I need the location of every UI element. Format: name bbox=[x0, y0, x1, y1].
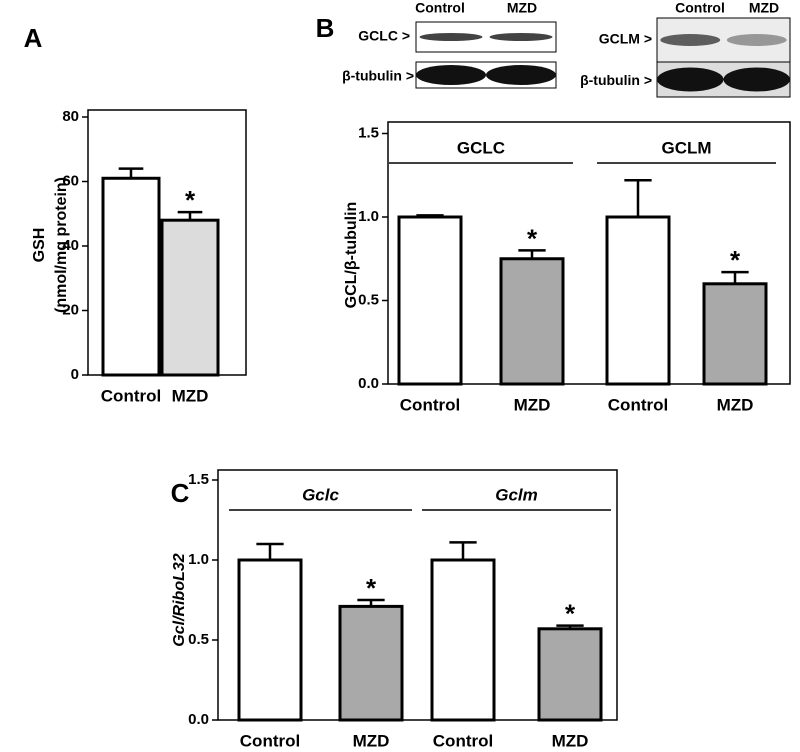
blot-band bbox=[416, 65, 486, 85]
y-axis-label: GSH bbox=[31, 228, 48, 263]
y-axis-label: Gcl/RiboL32 bbox=[171, 553, 188, 646]
x-tick-label: MZD bbox=[514, 395, 551, 414]
blot-band bbox=[723, 67, 790, 92]
group-label: GCLC bbox=[457, 138, 505, 157]
bar bbox=[499, 257, 565, 386]
x-tick-label: Control bbox=[240, 731, 300, 750]
loading-label: β-tubulin > bbox=[342, 68, 414, 84]
group-label: Gclc bbox=[302, 485, 339, 504]
plot-frame bbox=[87, 109, 247, 376]
significance-mark: * bbox=[527, 223, 538, 253]
blot-band bbox=[726, 34, 787, 46]
significance-mark: * bbox=[366, 573, 377, 603]
error-bar bbox=[118, 167, 144, 179]
blot-band bbox=[657, 67, 724, 92]
y-tick-label: 0.0 bbox=[358, 375, 379, 392]
error-bar bbox=[518, 249, 546, 259]
bar bbox=[430, 558, 496, 722]
bar bbox=[101, 176, 161, 377]
plot-frame bbox=[387, 121, 791, 385]
blot-band bbox=[486, 65, 556, 85]
error-bar bbox=[556, 624, 584, 629]
protein-label: GCLM > bbox=[599, 31, 652, 47]
error-bar bbox=[357, 598, 385, 607]
error-bar bbox=[449, 541, 477, 560]
bar bbox=[237, 558, 303, 722]
x-tick-label: MZD bbox=[353, 731, 390, 750]
y-tick-label: 1.5 bbox=[188, 471, 209, 488]
panel-label: C bbox=[171, 478, 190, 508]
bar bbox=[338, 604, 404, 722]
panel-label: A bbox=[24, 23, 43, 53]
loading-label: β-tubulin > bbox=[580, 72, 652, 88]
y-tick-label: 0.5 bbox=[188, 631, 209, 648]
plot-frame bbox=[217, 469, 618, 721]
y-tick-label: 0.5 bbox=[358, 291, 379, 308]
x-tick-label: Control bbox=[433, 731, 493, 750]
lane-label: Control bbox=[415, 0, 465, 16]
bar bbox=[702, 282, 768, 386]
significance-mark: * bbox=[185, 185, 196, 215]
blot-band bbox=[489, 33, 553, 41]
protein-label: GCLC > bbox=[358, 28, 410, 44]
y-tick-label: 0.0 bbox=[188, 711, 209, 728]
x-tick-label: Control bbox=[101, 386, 161, 405]
lane-label: Control bbox=[675, 0, 725, 16]
y-tick-label: 80 bbox=[62, 108, 79, 125]
y-tick-label: 1.0 bbox=[358, 208, 379, 225]
lane-label: MZD bbox=[507, 0, 537, 16]
error-bar bbox=[721, 270, 749, 284]
y-tick-label: 0 bbox=[71, 366, 79, 383]
y-tick-label: 60 bbox=[62, 172, 79, 189]
y-tick-label: 20 bbox=[62, 301, 79, 318]
x-tick-label: MZD bbox=[717, 395, 754, 414]
y-axis-label: (nmol/mg protein) bbox=[53, 177, 70, 313]
group-label: GCLM bbox=[661, 138, 711, 157]
x-tick-label: Control bbox=[608, 395, 668, 414]
x-tick-label: MZD bbox=[172, 386, 209, 405]
x-tick-label: Control bbox=[400, 395, 460, 414]
error-bar bbox=[177, 210, 203, 221]
bar bbox=[397, 215, 463, 386]
group-label: Gclm bbox=[495, 485, 538, 504]
y-tick-label: 1.0 bbox=[188, 551, 209, 568]
y-axis-label: GCL/β-tubulin bbox=[343, 202, 360, 309]
blot-band bbox=[660, 34, 721, 46]
bar bbox=[160, 218, 220, 377]
error-bar bbox=[624, 179, 652, 217]
significance-mark: * bbox=[565, 598, 576, 628]
significance-mark: * bbox=[730, 245, 741, 275]
y-tick-label: 40 bbox=[62, 237, 79, 254]
error-bar bbox=[256, 542, 284, 560]
lane-label: MZD bbox=[749, 0, 779, 16]
error-bar bbox=[416, 214, 444, 217]
y-tick-label: 1.5 bbox=[358, 124, 379, 141]
x-tick-label: MZD bbox=[552, 731, 589, 750]
blot-band bbox=[419, 33, 483, 41]
panel-label: B bbox=[316, 13, 335, 43]
bar bbox=[537, 627, 603, 722]
bar bbox=[605, 215, 671, 386]
